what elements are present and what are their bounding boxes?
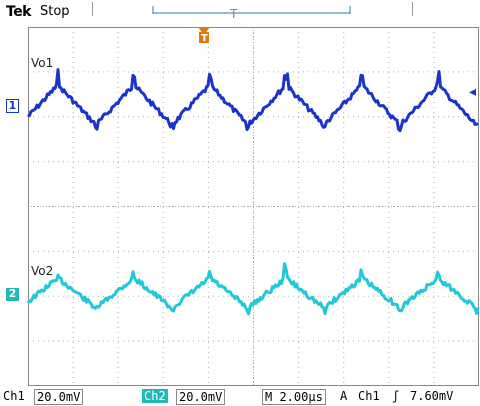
top-divider bbox=[92, 2, 93, 16]
acquisition-state: Stop bbox=[40, 4, 70, 19]
bottom-status-bar: Ch1 20.0mV Ch2 20.0mV M 2.00µs A Ch1 ʃ 7… bbox=[0, 386, 480, 406]
rising-edge-icon: ʃ bbox=[392, 389, 400, 403]
trigger-mode: A bbox=[340, 389, 348, 403]
ch1-name: Ch1 bbox=[3, 389, 25, 403]
trigger-level: 7.60mV bbox=[410, 389, 454, 403]
brand-label: Tek bbox=[6, 4, 32, 20]
ch2-waveform bbox=[26, 262, 480, 316]
ch1-scale[interactable]: 20.0mV bbox=[34, 389, 84, 405]
timebase[interactable]: M 2.00µs bbox=[262, 389, 326, 405]
top-divider bbox=[412, 2, 413, 16]
trigger-source: Ch1 bbox=[358, 389, 380, 403]
graticule bbox=[28, 27, 479, 386]
trigger-position-icon[interactable]: T bbox=[198, 27, 210, 44]
ch2-name: Ch2 bbox=[142, 389, 168, 403]
ch2-scale[interactable]: 20.0mV bbox=[176, 389, 226, 405]
ch2-ground-marker[interactable]: 2 bbox=[6, 288, 19, 301]
ch1-ground-marker[interactable]: 1 bbox=[6, 99, 19, 113]
svg-text:T: T bbox=[201, 33, 208, 44]
ch1-waveform bbox=[27, 68, 479, 133]
trigger-level-icon: ◂ bbox=[468, 84, 476, 100]
waveform-display[interactable]: T bbox=[26, 27, 480, 386]
record-position-bar[interactable]: T bbox=[150, 2, 360, 24]
ch2-trace-label: Vo2 bbox=[31, 264, 54, 278]
svg-text:T: T bbox=[229, 7, 238, 21]
ch1-trace-label: Vo1 bbox=[31, 56, 54, 70]
graticule-border bbox=[28, 27, 479, 386]
top-status-bar: Tek Stop T bbox=[0, 0, 480, 24]
